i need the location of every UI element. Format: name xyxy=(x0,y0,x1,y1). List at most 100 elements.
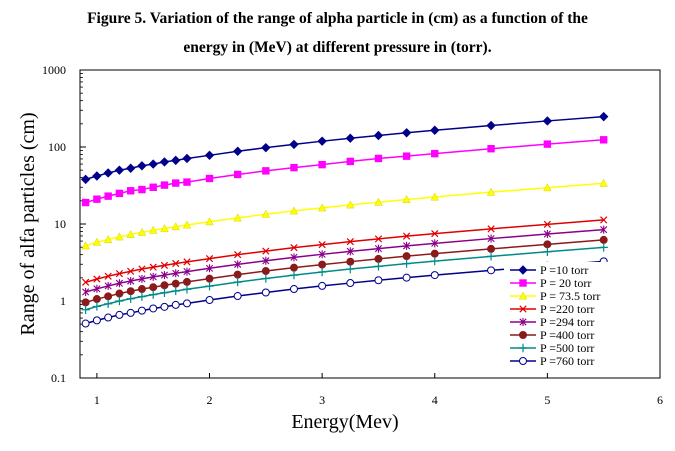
data-point-diamond xyxy=(125,163,136,173)
data-point-open-circle xyxy=(402,273,411,282)
series-0 xyxy=(80,111,609,185)
legend-label: P =10 torr xyxy=(540,263,588,277)
data-point-square xyxy=(205,174,214,183)
data-point-plus xyxy=(543,247,552,256)
data-point-triangle xyxy=(402,195,411,203)
data-point-plus xyxy=(289,270,299,280)
data-point-square xyxy=(599,136,608,144)
data-point-square xyxy=(126,187,135,195)
data-point-diamond xyxy=(486,120,496,131)
data-point-filled-circle xyxy=(104,292,113,301)
data-point-star xyxy=(160,271,169,280)
data-point-diamond xyxy=(598,111,609,122)
data-point-diamond xyxy=(345,133,355,143)
data-point-triangle xyxy=(318,203,327,212)
data-point-triangle xyxy=(346,200,355,209)
data-point-filled-circle xyxy=(599,235,608,244)
data-point-star xyxy=(138,274,146,283)
series-line xyxy=(85,228,604,293)
data-point-star xyxy=(127,276,135,285)
data-point-x xyxy=(543,220,552,228)
data-point-diamond xyxy=(80,174,91,185)
data-point-filled-circle xyxy=(374,254,383,263)
figure-caption-line1: Figure 5. Variation of the range of alph… xyxy=(87,10,588,27)
data-point-square xyxy=(149,183,157,191)
data-point-x xyxy=(487,225,495,233)
x-tick-label: 2 xyxy=(207,393,213,407)
data-point-x xyxy=(82,278,90,286)
y-axis-label: Range of alfa particles (cm) xyxy=(17,112,39,335)
data-point-filled-circle xyxy=(149,283,158,292)
data-point-diamond xyxy=(542,116,553,126)
data-point-square xyxy=(431,149,439,158)
series-line xyxy=(85,182,604,247)
data-point-filled-circle xyxy=(430,249,439,258)
data-point-star xyxy=(104,281,112,290)
series-line xyxy=(85,139,604,204)
data-point-triangle xyxy=(160,224,169,233)
series-6 xyxy=(81,243,608,314)
data-point-open-circle xyxy=(233,292,242,301)
data-point-filled-circle xyxy=(289,263,298,272)
data-point-square xyxy=(402,152,411,160)
data-point-triangle xyxy=(137,227,147,236)
series-2 xyxy=(81,178,608,250)
data-point-star xyxy=(543,230,551,239)
data-point-plus xyxy=(486,252,496,261)
data-point-star xyxy=(115,279,124,288)
data-point-star xyxy=(82,287,90,296)
data-point-x xyxy=(149,263,157,271)
data-point-star xyxy=(234,260,242,269)
data-point-diamond xyxy=(518,265,528,275)
y-tick-label: 100 xyxy=(48,140,66,154)
data-point-open-circle xyxy=(374,276,383,285)
data-point-star xyxy=(403,241,411,250)
legend-label: P =760 torr xyxy=(540,354,594,368)
data-point-diamond xyxy=(159,157,170,167)
data-point-square xyxy=(262,167,270,175)
data-point-diamond xyxy=(261,142,271,153)
legend-entry: P =400 torr xyxy=(510,328,594,342)
data-point-x xyxy=(290,244,298,252)
data-point-triangle xyxy=(92,237,102,246)
data-point-filled-circle xyxy=(261,267,270,276)
data-point-star xyxy=(374,244,383,253)
data-point-triangle xyxy=(104,235,113,243)
data-point-open-circle xyxy=(171,300,180,309)
data-point-plus xyxy=(81,305,90,314)
data-point-x xyxy=(93,275,101,283)
data-point-diamond xyxy=(114,165,125,175)
data-point-x xyxy=(346,238,354,246)
data-point-x xyxy=(138,265,146,273)
data-point-square xyxy=(183,178,191,186)
series-4 xyxy=(82,225,608,296)
legend-label: P =220 torr xyxy=(540,302,594,316)
data-point-plus xyxy=(402,259,411,268)
data-point-x xyxy=(104,272,112,280)
data-point-filled-circle xyxy=(182,277,191,286)
data-point-plus xyxy=(182,285,192,294)
data-point-triangle xyxy=(261,209,270,218)
data-point-filled-circle xyxy=(205,274,214,283)
data-point-square xyxy=(93,195,101,203)
data-point-filled-circle xyxy=(487,244,496,253)
data-point-triangle xyxy=(182,220,192,229)
data-point-square xyxy=(290,163,298,172)
legend-entry: P = 20 torr xyxy=(510,276,591,290)
data-point-diamond xyxy=(137,161,147,171)
data-point-diamond xyxy=(430,125,440,135)
data-point-triangle xyxy=(599,178,608,187)
x-axis-label: Energy(Mev) xyxy=(291,411,398,433)
data-point-plus xyxy=(430,256,439,266)
figure-caption-line2: energy in (MeV) at different pressure in… xyxy=(183,39,492,56)
legend-entry: P =10 torr xyxy=(510,263,588,277)
x-tick-label: 6 xyxy=(657,393,663,407)
legend-entry: P =220 torr xyxy=(510,302,594,316)
data-point-plus xyxy=(149,290,158,299)
data-point-square xyxy=(172,179,180,187)
data-point-star xyxy=(346,247,354,256)
data-point-plus xyxy=(171,286,180,296)
data-point-square xyxy=(318,160,326,169)
data-point-plus xyxy=(160,288,169,297)
